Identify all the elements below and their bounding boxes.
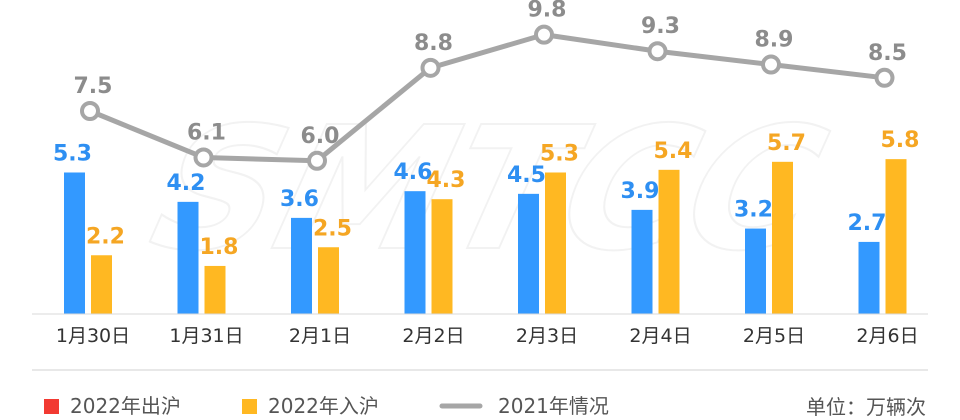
line-value-label: 9.8 bbox=[528, 0, 567, 23]
bar-outbound bbox=[518, 193, 539, 314]
bar-inbound bbox=[545, 172, 566, 314]
bar-value-label: 4.5 bbox=[507, 163, 546, 188]
line-value-label: 8.9 bbox=[755, 28, 794, 53]
legend: 2022年出沪 2022年入沪 2021年情况 bbox=[44, 394, 609, 418]
bar-inbound bbox=[885, 159, 907, 314]
bar-value-label: 3.2 bbox=[734, 198, 773, 223]
category-label: 2月3日 bbox=[516, 325, 578, 347]
legend-swatch-outbound bbox=[44, 399, 59, 414]
bar-value-label: 4.2 bbox=[167, 171, 206, 196]
line-value-label: 8.5 bbox=[868, 41, 907, 66]
line-series-2021 bbox=[87, 32, 887, 164]
watermark-text: SMTCC bbox=[136, 90, 842, 288]
bar-inbound bbox=[431, 199, 453, 314]
bar-inbound bbox=[658, 169, 680, 314]
bar-inbound bbox=[204, 265, 226, 314]
bar-value-label: 3.9 bbox=[621, 179, 660, 204]
bar-outbound bbox=[858, 241, 880, 314]
legend-label: 2021年情况 bbox=[498, 394, 609, 418]
legend-swatch-inbound bbox=[242, 399, 257, 414]
line-point bbox=[193, 147, 214, 168]
bar-value-label: 1.8 bbox=[200, 235, 239, 260]
bars-layer bbox=[64, 159, 907, 314]
legend-label: 2022年入沪 bbox=[268, 394, 379, 418]
line-point bbox=[420, 57, 441, 78]
bar-value-label: 2.5 bbox=[313, 216, 352, 241]
bar-value-label: 3.6 bbox=[280, 187, 319, 212]
category-label: 2月6日 bbox=[856, 325, 918, 347]
bar-outbound bbox=[745, 228, 766, 314]
category-label: 2月5日 bbox=[743, 325, 805, 347]
bar-value-label: 5.7 bbox=[767, 131, 806, 156]
category-label: 1月30日 bbox=[56, 325, 130, 347]
line-point bbox=[307, 150, 327, 171]
legend-label: 2022年出沪 bbox=[70, 394, 181, 418]
line-value-label: 8.8 bbox=[414, 31, 453, 56]
bar-value-label: 4.3 bbox=[427, 168, 466, 193]
category-label: 2月4日 bbox=[629, 325, 691, 347]
line-layer bbox=[80, 24, 895, 171]
category-label: 2月1日 bbox=[289, 325, 351, 347]
bar-inbound bbox=[318, 247, 339, 314]
unit-label: 单位：万辆次 bbox=[806, 395, 926, 419]
category-label: 1月31日 bbox=[169, 325, 243, 347]
bar-outbound bbox=[291, 217, 312, 314]
line-point bbox=[761, 54, 781, 75]
bar-value-label: 2.2 bbox=[86, 224, 125, 249]
bar-value-label: 5.8 bbox=[881, 128, 920, 153]
line-point bbox=[80, 101, 100, 121]
line-value-label: 9.3 bbox=[641, 14, 680, 39]
line-value-label: 7.5 bbox=[74, 74, 113, 99]
bar-value-label: 4.6 bbox=[394, 160, 433, 185]
bar-outbound bbox=[64, 172, 85, 314]
bar-outbound bbox=[631, 209, 653, 314]
bar-value-label: 5.3 bbox=[540, 141, 579, 166]
bar-value-label: 5.3 bbox=[53, 141, 92, 166]
bar-value-label: 2.7 bbox=[848, 211, 887, 236]
bar-outbound bbox=[404, 191, 426, 314]
category-labels: 1月30日 1月31日 2月1日 2月2日 2月3日 2月4日 2月5日 2月6日 bbox=[56, 325, 919, 347]
line-point bbox=[534, 24, 554, 45]
bar-outbound bbox=[177, 201, 199, 314]
bar-value-label: 5.4 bbox=[654, 139, 693, 164]
bar-inbound bbox=[772, 161, 793, 314]
line-point bbox=[647, 41, 668, 62]
bar-inbound bbox=[91, 255, 112, 314]
line-value-label: 6.0 bbox=[301, 124, 340, 149]
labels-layer: 5.32.24.21.83.62.54.64.3 4.55.33.95.43.25… bbox=[53, 0, 919, 260]
line-value-label: 6.1 bbox=[187, 120, 226, 145]
line-point bbox=[874, 67, 895, 88]
category-label: 2月2日 bbox=[402, 325, 464, 347]
